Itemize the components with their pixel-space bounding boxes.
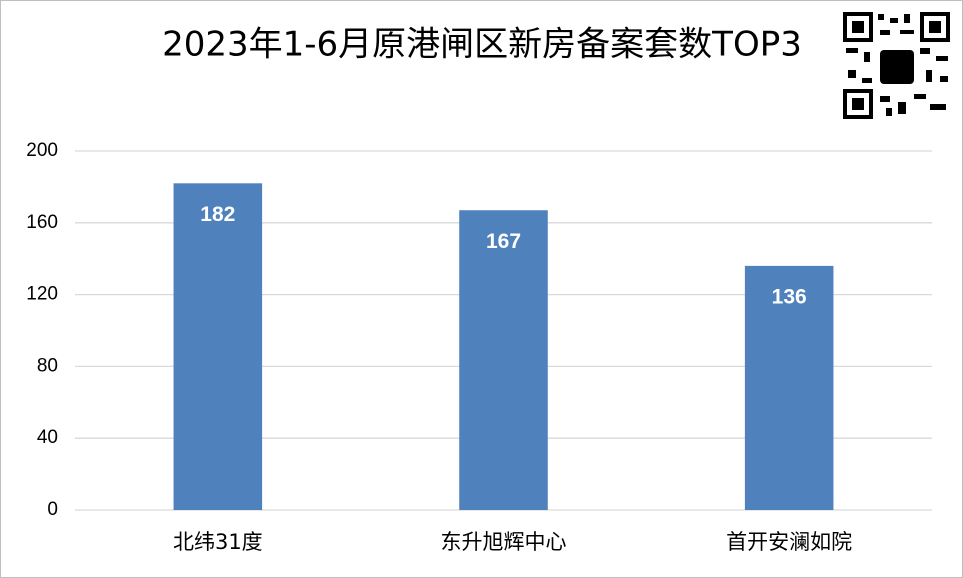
chart-title: 2023年1-6月原港闸区新房备案套数TOP3 bbox=[162, 25, 802, 65]
y-tick-label: 80 bbox=[37, 355, 58, 376]
y-tick-label: 40 bbox=[37, 427, 58, 448]
qr-code bbox=[843, 12, 950, 119]
x-tick-label: 东升旭辉中心 bbox=[441, 530, 567, 554]
x-tick-label: 北纬31度 bbox=[173, 530, 263, 554]
value-label: 136 bbox=[772, 285, 807, 308]
bar bbox=[459, 210, 548, 511]
bar bbox=[744, 265, 834, 510]
y-tick-label: 200 bbox=[26, 140, 58, 161]
y-tick-label: 120 bbox=[26, 284, 58, 305]
y-tick-label: 0 bbox=[47, 499, 58, 520]
value-label: 167 bbox=[486, 230, 521, 253]
x-tick-label: 首开安澜如院 bbox=[726, 530, 852, 554]
bar bbox=[173, 183, 263, 510]
y-tick-label: 160 bbox=[26, 212, 58, 233]
value-label: 182 bbox=[200, 203, 235, 226]
